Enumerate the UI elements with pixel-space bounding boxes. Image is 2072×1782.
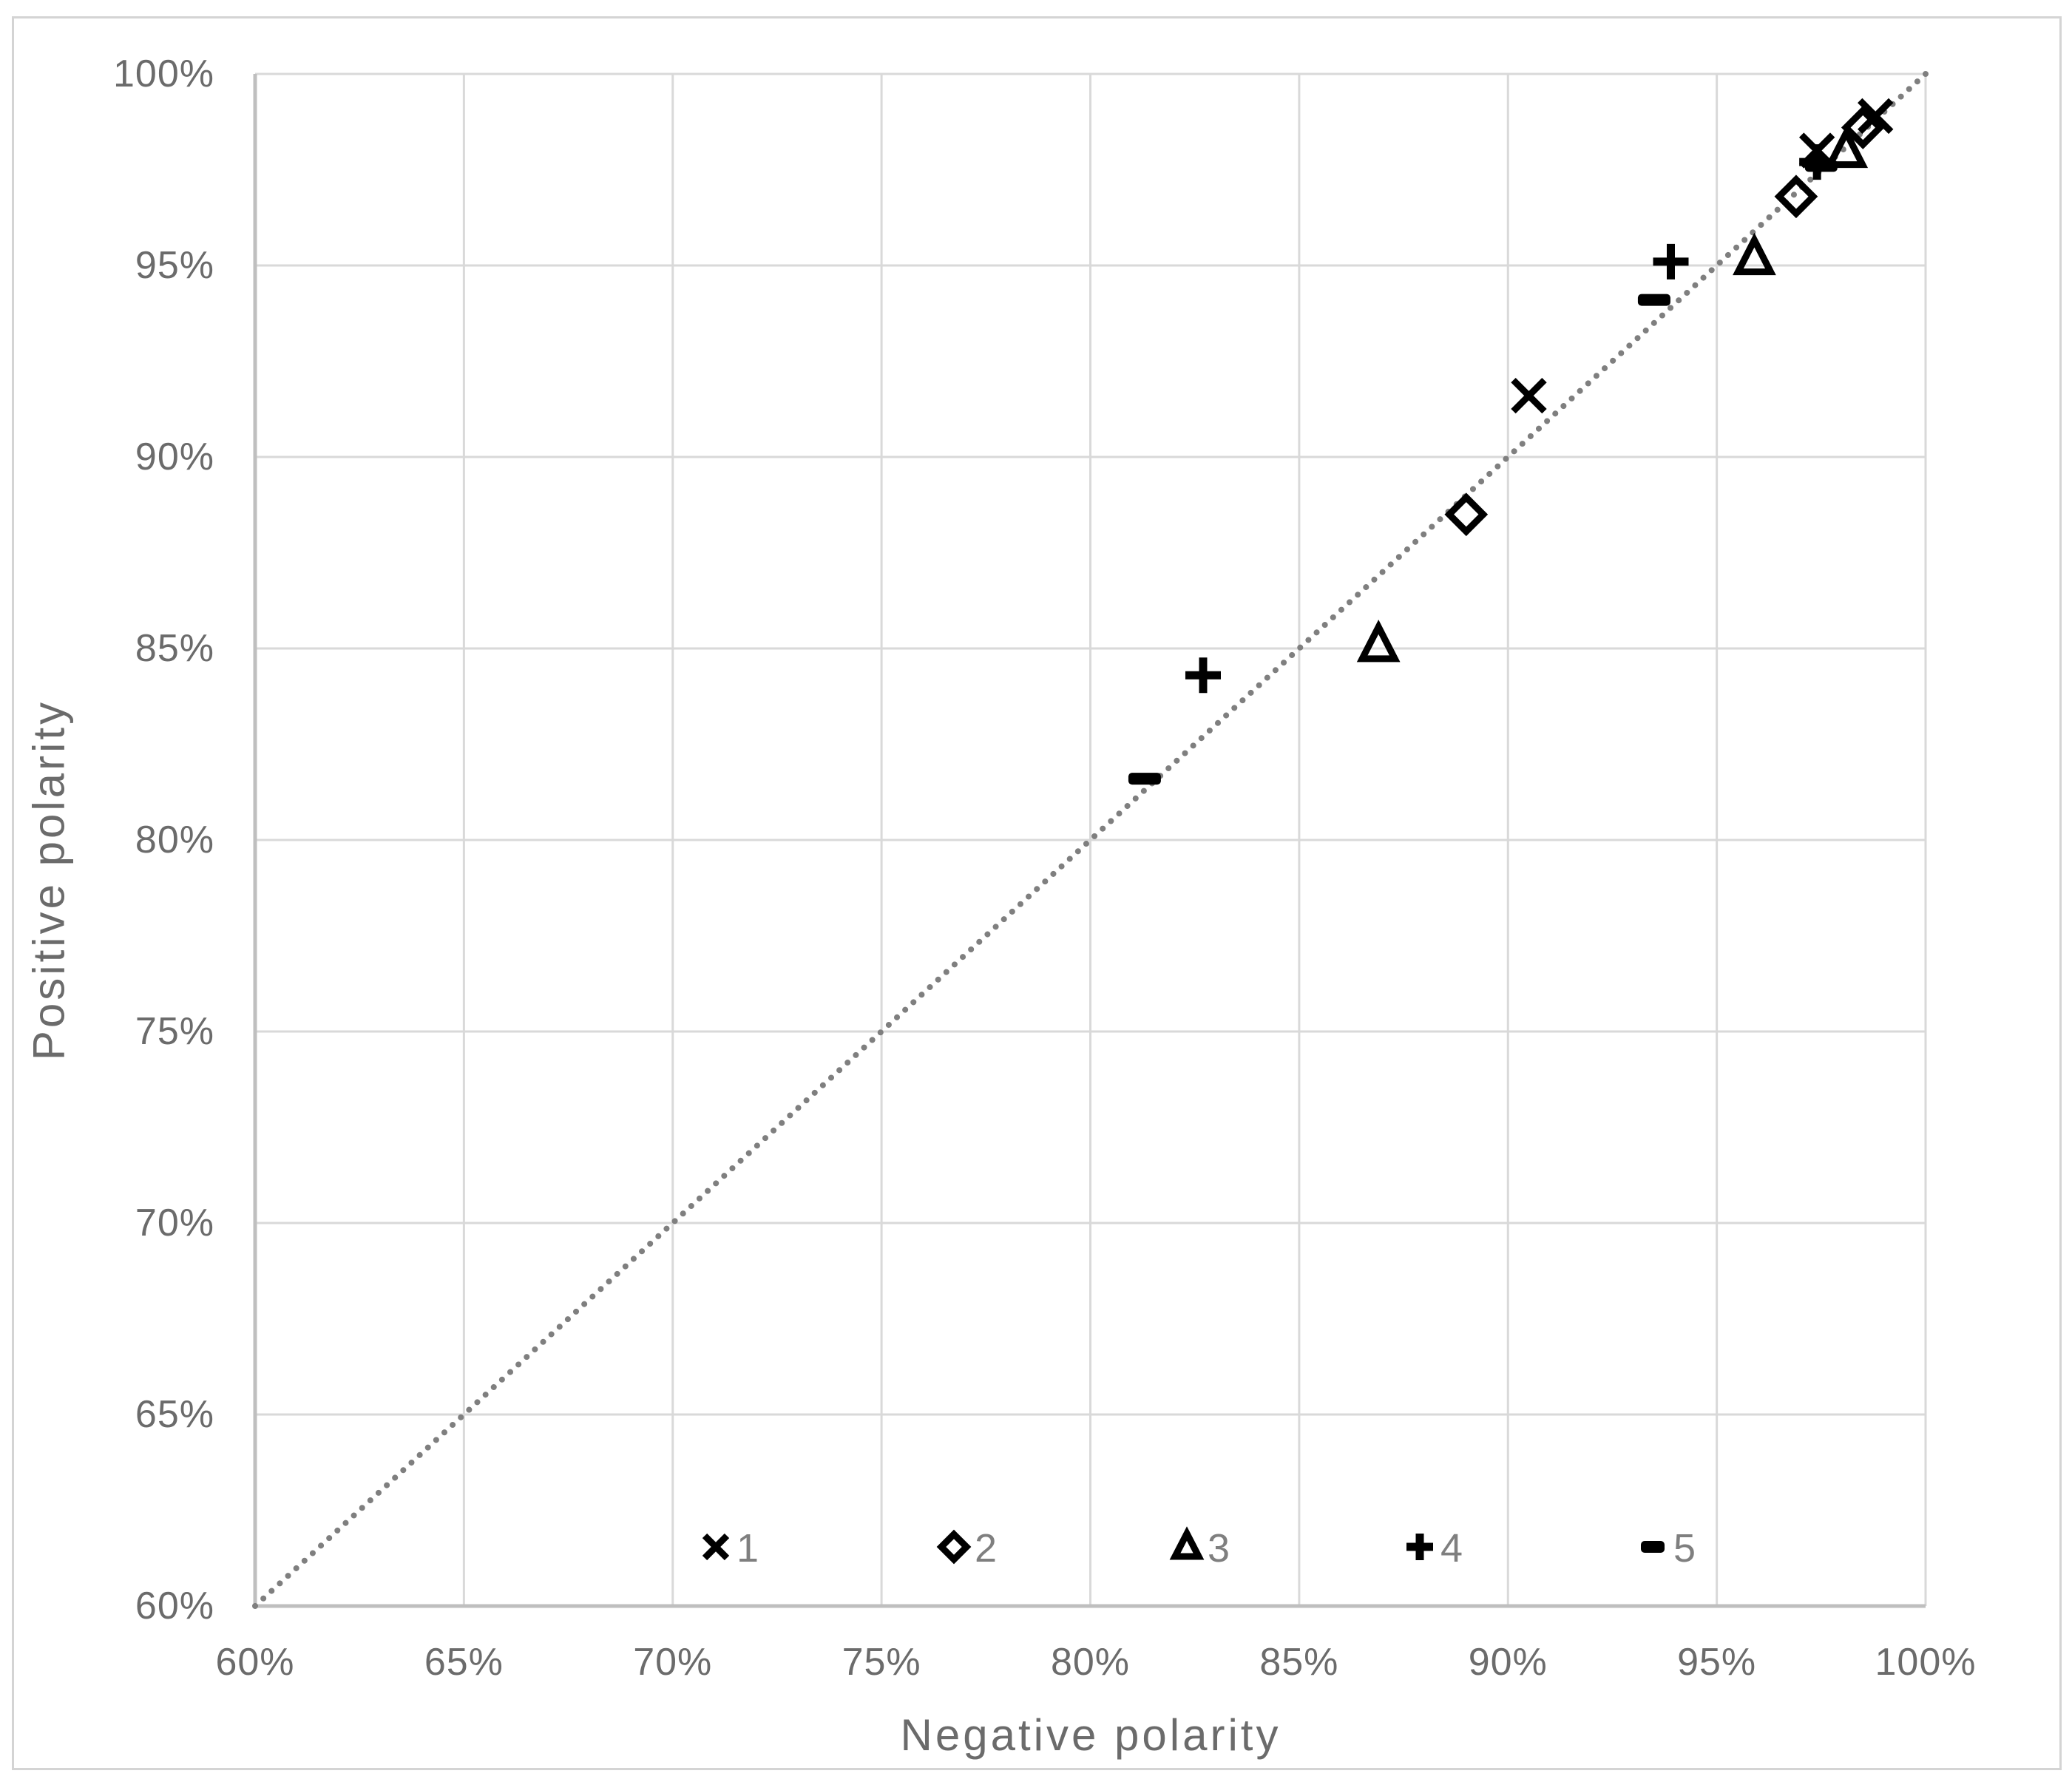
data-point-triangle-series3-1: [1733, 232, 1776, 276]
data-point-dash-series5-2: [1804, 160, 1838, 172]
y-tick-label-60: 60%: [135, 1585, 214, 1627]
legend-marker-diamond: [936, 1529, 972, 1565]
legend-marker-x: [702, 1533, 730, 1561]
y-axis-title: Positive polarity: [24, 699, 74, 1061]
y-tick-label-75: 75%: [135, 1010, 214, 1053]
data-point-x-series1-2: [1858, 98, 1894, 135]
data-point-triangle-series3-2: [1824, 125, 1869, 169]
x-tick-label-80: 80%: [1050, 1641, 1131, 1684]
legend-marker-triangle: [1169, 1526, 1205, 1560]
x-tick-label-70: 70%: [633, 1641, 713, 1684]
y-tick-label-85: 85%: [135, 627, 214, 670]
x-tick-label-60: 60%: [215, 1641, 295, 1684]
y-tick-label-65: 65%: [135, 1393, 214, 1436]
data-point-dash-series5-0: [1128, 773, 1161, 785]
x-tick-label-95: 95%: [1677, 1641, 1757, 1684]
legend-label-3: 3: [1208, 1526, 1230, 1571]
data-point-dash-series5-1: [1637, 294, 1670, 306]
legend-label-4: 4: [1440, 1526, 1463, 1571]
data-point-x-series1-0: [1511, 377, 1547, 414]
y-tick-label-80: 80%: [135, 819, 214, 861]
data-point-triangle-series3-0: [1356, 619, 1401, 663]
legend-label-1: 1: [737, 1526, 759, 1571]
x-tick-label-90: 90%: [1468, 1641, 1548, 1684]
x-tick-label-100: 100%: [1875, 1641, 1977, 1684]
x-tick-label-85: 85%: [1259, 1641, 1339, 1684]
diagonal-reference-line: [252, 71, 1929, 1609]
data-point-plus-series4-0: [1185, 657, 1221, 694]
data-point-plus-series4-1: [1653, 243, 1689, 280]
y-tick-label-100: 100%: [113, 52, 214, 95]
x-axis-title: Negative polarity: [900, 1710, 1282, 1760]
y-tick-label-90: 90%: [135, 436, 214, 478]
data-point-diamond-series2-2: [1841, 106, 1885, 149]
legend-label-2: 2: [975, 1526, 998, 1571]
y-tick-label-95: 95%: [135, 244, 214, 287]
legend-marker-dash: [1641, 1541, 1665, 1553]
legend-marker-plus: [1406, 1534, 1433, 1560]
legend-label-5: 5: [1673, 1526, 1696, 1571]
data-point-diamond-series2-1: [1774, 175, 1818, 219]
data-point-diamond-series2-0: [1444, 492, 1489, 537]
x-tick-label-65: 65%: [424, 1641, 504, 1684]
y-tick-label-70: 70%: [135, 1202, 214, 1244]
x-tick-label-75: 75%: [842, 1641, 921, 1684]
